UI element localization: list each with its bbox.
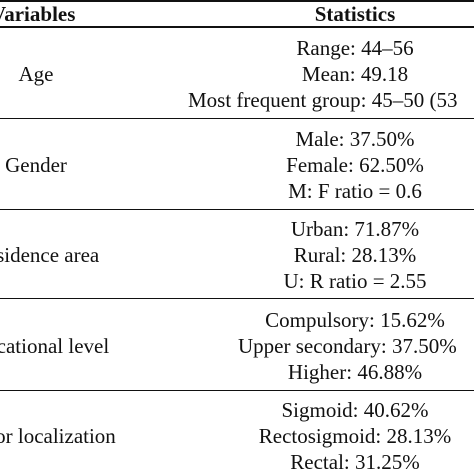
stat-gender-female: Female: 62.50% <box>286 153 424 177</box>
stat-gender-ratio: M: F ratio = 0.6 <box>288 179 422 203</box>
stat-age-group: Most frequent group: 45–50 (53 <box>188 88 458 112</box>
stat-gender-male: Male: 37.50% <box>295 127 415 151</box>
stat-tumor-rectal: Rectal: 31.25% <box>290 450 420 474</box>
row-divider <box>0 209 474 210</box>
variable-age: Age <box>18 62 54 86</box>
stat-age-mean: Mean: 49.18 <box>301 62 409 86</box>
header-variables: Variables <box>0 2 76 26</box>
stat-education-compulsory: Compulsory: 15.62% <box>265 308 445 332</box>
stat-education-higher: Higher: 46.88% <box>287 360 423 384</box>
stat-education-upper: Upper secondary: 37.50% <box>238 334 457 358</box>
stat-residence-rural: Rural: 28.13% <box>293 243 417 267</box>
stat-tumor-rectosigmoid: Rectosigmoid: 28.13% <box>258 424 452 448</box>
stat-residence-ratio: U: R ratio = 2.55 <box>283 269 427 293</box>
row-divider <box>0 298 474 299</box>
variable-gender: Gender <box>5 153 67 177</box>
stat-residence-urban: Urban: 71.87% <box>290 217 420 241</box>
table-top-rule <box>0 0 474 2</box>
variable-education: Educational level <box>0 334 110 358</box>
row-divider <box>0 390 474 391</box>
variable-residence: Residence area <box>0 243 100 267</box>
stat-age-range: Range: 44–56 <box>296 36 414 60</box>
header-statistics: Statistics <box>314 2 396 26</box>
variable-tumor: Tumor localization <box>0 424 116 448</box>
row-divider <box>0 118 474 119</box>
header-rule <box>0 26 474 28</box>
stat-tumor-sigmoid: Sigmoid: 40.62% <box>281 398 429 422</box>
